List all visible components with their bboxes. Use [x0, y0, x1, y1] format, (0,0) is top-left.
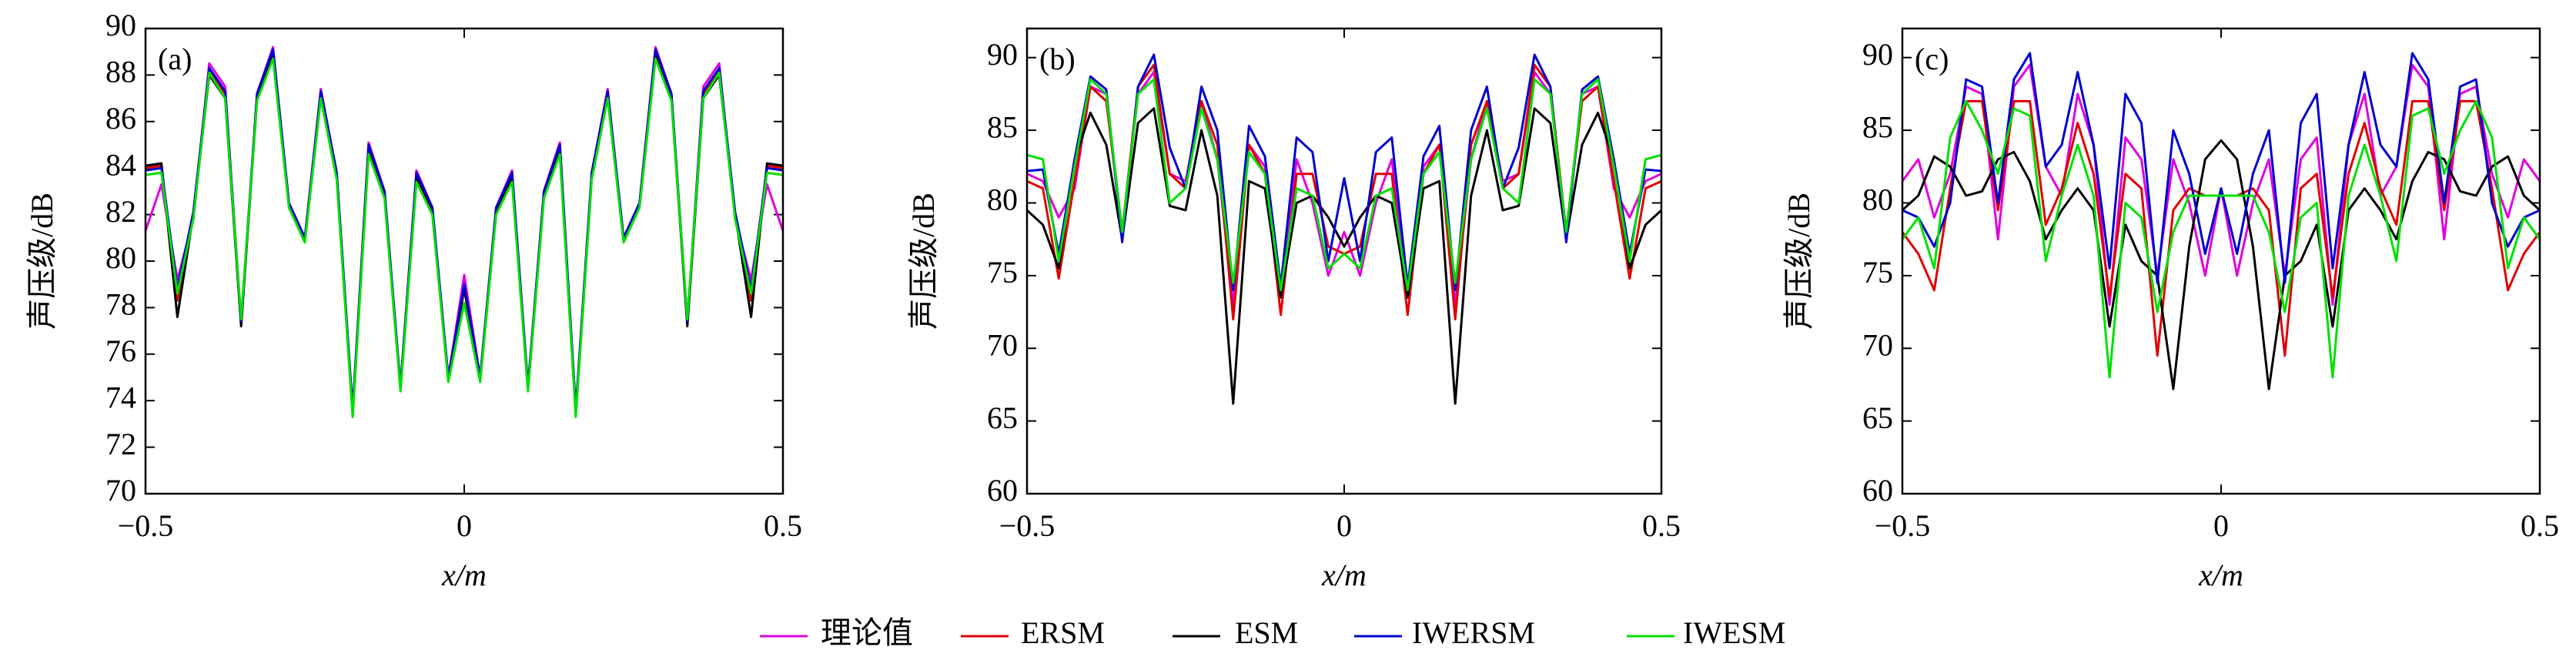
y-tick-label: 90 — [1862, 37, 1893, 72]
y-tick-label: 72 — [105, 427, 136, 461]
series-line — [1027, 63, 1661, 320]
y-tick-label: 80 — [987, 183, 1018, 217]
y-tick-label: 60 — [987, 473, 1018, 508]
y-tick-label: 65 — [1862, 401, 1893, 435]
y-tick-label: 90 — [105, 8, 136, 42]
y-tick-label: 60 — [1862, 473, 1893, 508]
panel-label: (a) — [158, 42, 192, 76]
y-tick-label: 75 — [987, 255, 1018, 290]
y-tick-label: 80 — [105, 240, 136, 275]
legend-label: IWERSM — [1412, 615, 1535, 650]
series-line — [1027, 107, 1661, 405]
x-axis-label: x/m — [2198, 558, 2243, 592]
x-tick-label: −0.5 — [1875, 508, 1931, 543]
x-tick-label: 0 — [457, 508, 472, 543]
x-tick-label: 0.5 — [1642, 508, 1681, 543]
series-line — [146, 52, 783, 416]
y-tick-label: 70 — [1862, 327, 1893, 362]
legend-label: ESM — [1235, 615, 1298, 650]
y-tick-label: 78 — [105, 287, 136, 322]
series-line — [1902, 99, 2540, 379]
x-tick-label: −0.5 — [999, 508, 1055, 543]
y-tick-label: 80 — [1862, 183, 1893, 217]
plot-frame — [1025, 27, 1663, 495]
series-line — [1027, 71, 1661, 307]
series-line — [146, 57, 783, 418]
legend-label: 理论值 — [821, 615, 913, 650]
y-tick-label: 85 — [987, 109, 1018, 144]
panel-label: (b) — [1039, 42, 1076, 76]
y-axis-label: 声压级/dB — [1781, 193, 1816, 330]
y-axis-label: 声压级/dB — [906, 193, 941, 330]
x-tick-label: 0.5 — [764, 508, 802, 543]
x-tick-label: 0.5 — [2521, 508, 2559, 543]
series-line — [146, 45, 783, 414]
y-tick-label: 74 — [105, 380, 136, 414]
x-axis-label: x/m — [1321, 558, 1367, 592]
y-tick-label: 70 — [105, 473, 136, 508]
series-line — [146, 48, 783, 411]
x-tick-label: 0 — [1337, 508, 1352, 543]
series-line — [1902, 52, 2540, 284]
series-line — [146, 50, 783, 414]
y-tick-label: 65 — [987, 401, 1018, 435]
y-tick-label: 76 — [105, 334, 136, 368]
y-tick-label: 70 — [987, 327, 1018, 362]
series-line — [1902, 139, 2540, 390]
series-line — [1027, 78, 1661, 292]
y-tick-label: 82 — [105, 194, 136, 229]
x-tick-label: −0.5 — [118, 508, 174, 543]
x-axis-label: x/m — [441, 558, 487, 592]
panel-label: (c) — [1915, 42, 1949, 76]
y-tick-label: 88 — [105, 55, 136, 89]
plot-frame — [144, 27, 785, 495]
y-tick-label: 86 — [105, 101, 136, 136]
plot-frame — [1901, 27, 2541, 495]
y-tick-label: 75 — [1862, 255, 1893, 290]
legend-label: IWESM — [1683, 615, 1785, 650]
y-tick-label: 85 — [1862, 109, 1893, 144]
y-tick-label: 90 — [987, 37, 1018, 72]
x-tick-label: 0 — [2213, 508, 2229, 543]
y-tick-label: 84 — [105, 147, 136, 182]
series-line — [1902, 63, 2540, 307]
y-axis-label: 声压级/dB — [25, 193, 59, 330]
legend-label: ERSM — [1021, 615, 1105, 650]
